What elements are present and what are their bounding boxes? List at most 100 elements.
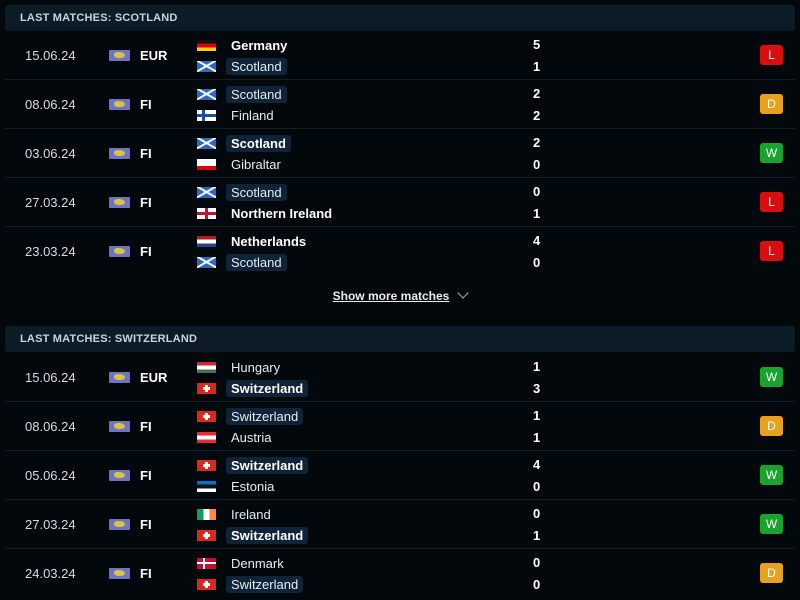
home-team[interactable]: Scotland <box>197 183 287 201</box>
away-team-name[interactable]: Scotland <box>226 253 287 271</box>
home-score: 0 <box>533 555 541 570</box>
home-team-name[interactable]: Scotland <box>226 183 287 201</box>
away-team-name[interactable]: Scotland <box>226 57 287 75</box>
away-team-name[interactable]: Gibraltar <box>231 156 281 172</box>
section-header: LAST MATCHES: SCOTLAND <box>5 5 795 31</box>
home-team-name[interactable]: Switzerland <box>226 407 304 425</box>
home-score: 5 <box>533 37 541 52</box>
away-team-name[interactable]: Switzerland <box>226 526 309 544</box>
match-row[interactable]: 15.06.24 EUR Hungary Switzerland 1 3 W <box>5 353 795 402</box>
nireland-flag-icon <box>197 207 216 219</box>
match-row[interactable]: 27.03.24 FI Scotland Northern Ireland 0 … <box>5 178 795 227</box>
match-row[interactable]: 08.06.24 FI Switzerland Austria 1 1 D <box>5 402 795 451</box>
switzerland-flag-icon <box>197 529 216 541</box>
away-team-name[interactable]: Estonia <box>231 478 275 494</box>
away-score: 3 <box>533 381 541 396</box>
competition-label: FI <box>140 468 152 483</box>
competition-icon <box>109 421 130 432</box>
home-score: 1 <box>533 359 541 374</box>
away-score: 1 <box>533 206 541 221</box>
competition-icon <box>109 50 130 61</box>
home-team[interactable]: Germany <box>197 36 292 54</box>
home-score: 4 <box>533 233 541 248</box>
away-score: 2 <box>533 108 541 123</box>
match-row[interactable]: 08.06.24 FI Scotland Finland 2 2 D <box>5 80 795 129</box>
home-score: 2 <box>533 86 541 101</box>
home-team[interactable]: Scotland <box>197 134 291 152</box>
away-team[interactable]: Austria <box>197 428 276 446</box>
home-score: 4 <box>533 457 541 472</box>
home-team-name[interactable]: Denmark <box>231 555 284 571</box>
away-team[interactable]: Estonia <box>197 477 279 495</box>
home-team[interactable]: Hungary <box>197 358 285 376</box>
result-badge: L <box>760 241 783 261</box>
home-team-name[interactable]: Scotland <box>226 134 291 152</box>
competition-label: EUR <box>140 48 168 63</box>
away-score: 1 <box>533 430 541 445</box>
scotland-flag-icon <box>197 186 216 198</box>
home-team[interactable]: Netherlands <box>197 232 311 250</box>
away-team-name[interactable]: Switzerland <box>226 379 309 397</box>
home-team[interactable]: Ireland <box>197 505 276 523</box>
competition-icon <box>109 246 130 257</box>
away-score: 1 <box>533 528 541 543</box>
result-badge: W <box>760 514 783 534</box>
competition-label: FI <box>140 195 152 210</box>
away-team-name[interactable]: Switzerland <box>226 575 304 593</box>
result-badge: D <box>760 94 783 114</box>
switzerland-flag-icon <box>197 382 216 394</box>
match-list: 15.06.24 EUR Germany Scotland 5 1 L 08.0… <box>0 31 800 276</box>
competition-icon <box>109 148 130 159</box>
estonia-flag-icon <box>197 480 216 492</box>
scotland-flag-icon <box>197 256 216 268</box>
competition-label: FI <box>140 146 152 161</box>
home-team-name[interactable]: Netherlands <box>231 233 307 249</box>
result-badge: L <box>760 45 783 65</box>
away-team-name[interactable]: Austria <box>231 429 272 445</box>
scotland-flag-icon <box>197 60 216 72</box>
away-team[interactable]: Northern Ireland <box>197 204 337 222</box>
away-team[interactable]: Scotland <box>197 57 287 75</box>
match-row[interactable]: 27.03.24 FI Ireland Switzerland 0 1 W <box>5 500 795 549</box>
result-badge: W <box>760 465 783 485</box>
match-row[interactable]: 15.06.24 EUR Germany Scotland 5 1 L <box>5 31 795 80</box>
home-team-name[interactable]: Hungary <box>231 359 281 375</box>
away-team[interactable]: Switzerland <box>197 575 304 593</box>
match-date: 08.06.24 <box>25 97 76 112</box>
match-row[interactable]: 24.03.24 FI Denmark Switzerland 0 0 D <box>5 549 795 598</box>
home-team[interactable]: Switzerland <box>197 407 304 425</box>
home-team-name[interactable]: Switzerland <box>226 456 309 474</box>
chevron-down-icon[interactable] <box>457 287 470 299</box>
away-team[interactable]: Switzerland <box>197 526 309 544</box>
competition-label: FI <box>140 244 152 259</box>
home-team-name[interactable]: Scotland <box>226 85 287 103</box>
away-team[interactable]: Gibraltar <box>197 155 286 173</box>
scotland-flag-icon <box>197 137 216 149</box>
home-team-name[interactable]: Ireland <box>231 506 271 522</box>
home-team[interactable]: Switzerland <box>197 456 309 474</box>
away-team-name[interactable]: Northern Ireland <box>231 205 333 221</box>
section-header: LAST MATCHES: SWITZERLAND <box>5 326 795 352</box>
away-team-name[interactable]: Finland <box>231 107 274 123</box>
match-date: 05.06.24 <box>25 468 76 483</box>
result-badge: D <box>760 416 783 436</box>
show-more-matches-link[interactable]: Show more matches <box>332 289 450 303</box>
result-badge: W <box>760 367 783 387</box>
match-row[interactable]: 23.03.24 FI Netherlands Scotland 4 0 L <box>5 227 795 276</box>
home-score: 0 <box>533 184 541 199</box>
away-team[interactable]: Switzerland <box>197 379 309 397</box>
home-team-name[interactable]: Germany <box>231 37 288 53</box>
home-team[interactable]: Denmark <box>197 554 289 572</box>
netherlands-flag-icon <box>197 235 216 247</box>
match-date: 27.03.24 <box>25 195 76 210</box>
away-team[interactable]: Finland <box>197 106 279 124</box>
away-score: 0 <box>533 577 541 592</box>
home-score: 2 <box>533 135 541 150</box>
away-team[interactable]: Scotland <box>197 253 287 271</box>
match-row[interactable]: 05.06.24 FI Switzerland Estonia 4 0 W <box>5 451 795 500</box>
home-score: 0 <box>533 506 541 521</box>
home-team[interactable]: Scotland <box>197 85 287 103</box>
match-date: 08.06.24 <box>25 419 76 434</box>
match-row[interactable]: 03.06.24 FI Scotland Gibraltar 2 0 W <box>5 129 795 178</box>
competition-icon <box>109 197 130 208</box>
